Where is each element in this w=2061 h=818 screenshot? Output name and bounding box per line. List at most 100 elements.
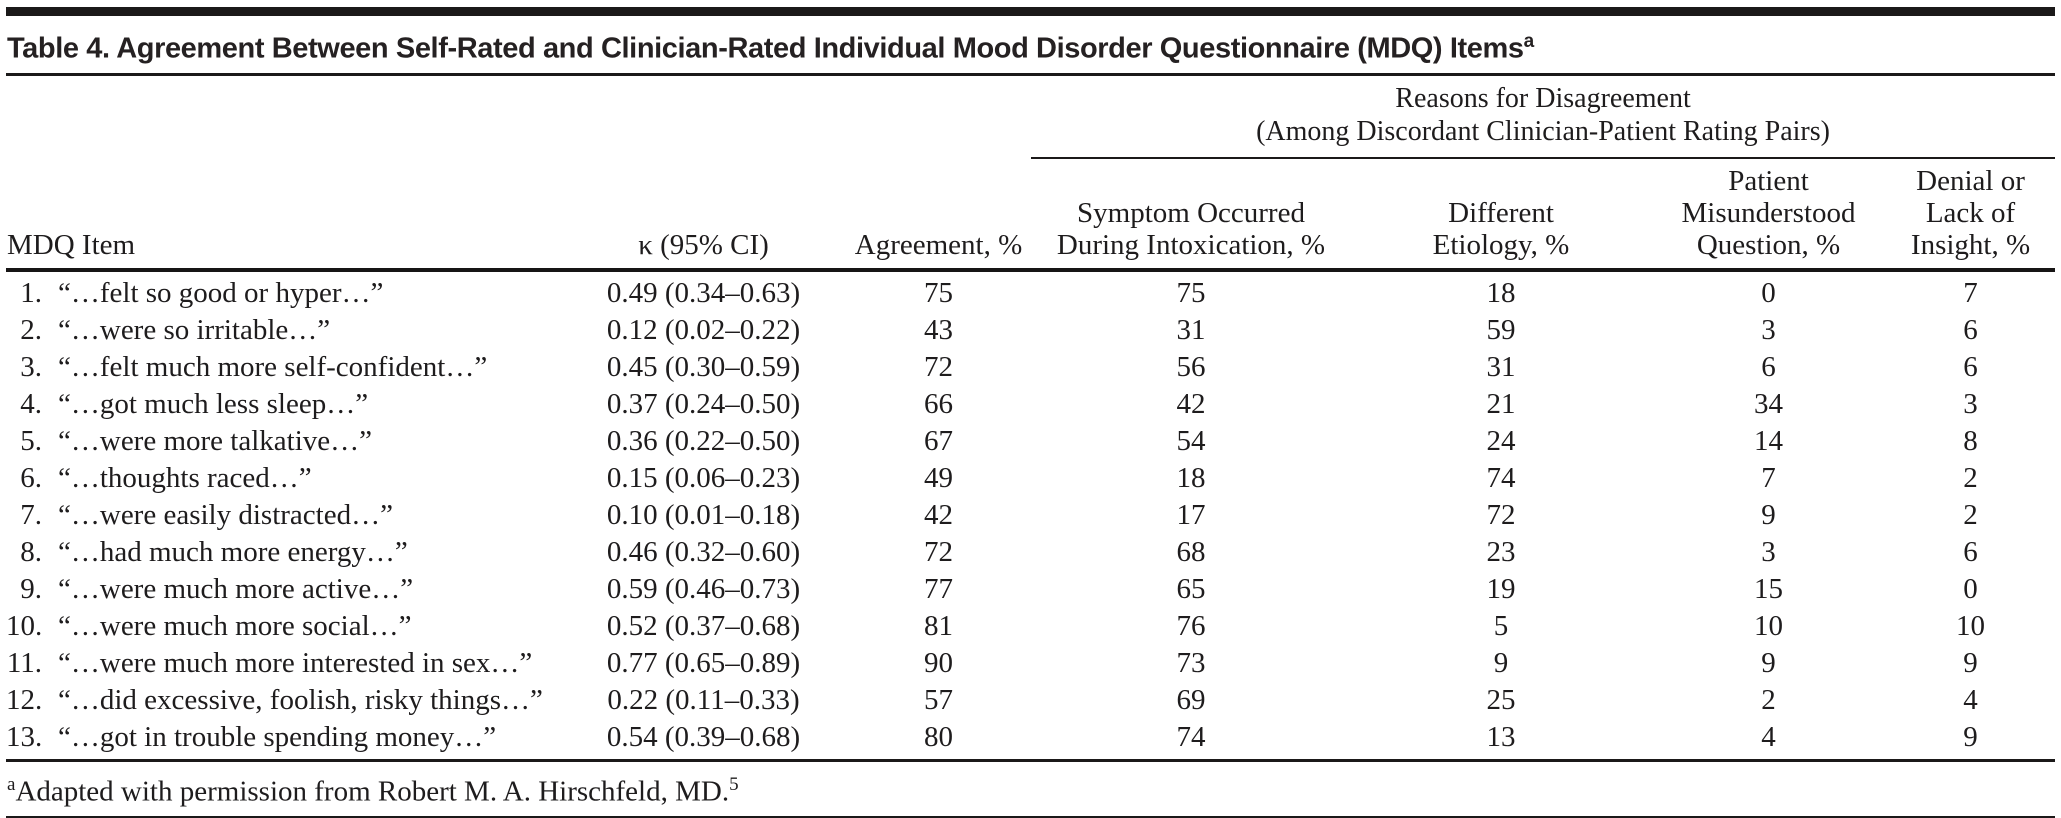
item-text: “…were much more interested in sex…” (58, 646, 533, 679)
intoxication-cell: 75 (1176, 276, 1206, 309)
misunderstood-cell: 14 (1754, 424, 1783, 457)
mdq-item-cell: 8. “…had much more energy…” (6, 534, 561, 571)
etiology-cell: 74 (1486, 461, 1516, 494)
agreement-cell: 43 (924, 313, 953, 346)
item-number: 4. (20, 387, 42, 420)
intoxication-cell: 54 (1176, 424, 1206, 457)
intoxication-cell: 69 (1176, 683, 1206, 716)
misunderstood-cell: 2 (1761, 683, 1776, 716)
table-row: 10. “…were much more social…” 0.52 (0.37–… (6, 608, 2055, 645)
mdq-item-cell: 5. “…were more talkative…” (6, 423, 561, 460)
item-text: “…were much more active…” (58, 572, 414, 605)
item-number: 7. (20, 498, 42, 531)
table-header: Reasons for Disagreement (Among Discorda… (6, 75, 2056, 272)
table-row: 4. “…got much less sleep…” 0.37 (0.24–0.5… (6, 386, 2055, 423)
agreement-cell: 66 (924, 387, 953, 420)
table-row: 5. “…were more talkative…” 0.36 (0.22–0.5… (6, 423, 2055, 460)
kappa-cell: 0.52 (0.37–0.68) (606, 609, 801, 642)
denial-cell: 6 (1963, 350, 1978, 383)
denial-cell: 2 (1963, 498, 1978, 531)
item-text: “…felt so good or hyper…” (58, 276, 384, 309)
misunderstood-cell: 9 (1761, 498, 1776, 531)
mdq-item-cell: 3. “…felt much more self-confident…” (6, 349, 561, 386)
group-header-reasons: Reasons for Disagreement (Among Discorda… (1031, 75, 2056, 159)
header-spacer (6, 76, 1031, 158)
etiology-cell: 5 (1493, 609, 1509, 642)
footnote-marker: a (7, 773, 16, 795)
item-text: “…got much less sleep…” (58, 387, 369, 420)
misunderstood-cell: 4 (1651, 718, 1886, 762)
etiology-cell: 23 (1486, 535, 1516, 568)
agreement-cell: 42 (924, 498, 953, 531)
table-row: 13. “…got in trouble spending money…” 0.5… (6, 718, 2056, 762)
etiology-cell: 18 (1486, 276, 1516, 309)
kappa-cell: 0.22 (0.11–0.33) (607, 683, 800, 716)
mdq-item-cell: 6. “…thoughts raced…” (6, 460, 561, 497)
kappa-cell: 0.10 (0.01–0.18) (606, 498, 801, 531)
group-header-line2: (Among Discordant Clinician-Patient Rati… (1256, 115, 1830, 147)
etiology-cell: 31 (1486, 350, 1516, 383)
col-header-mdq-item: MDQ Item (6, 157, 561, 272)
misunderstood-cell: 7 (1761, 461, 1776, 494)
item-text: “…were easily distracted…” (58, 498, 393, 531)
mdq-item-cell: 12. “…did excessive, foolish, risky thing… (6, 682, 561, 719)
footnote-reference-number: 5 (729, 773, 739, 795)
agreement-cell: 49 (924, 461, 953, 494)
intoxication-cell: 68 (1176, 535, 1206, 568)
item-text: “…thoughts raced…” (58, 461, 312, 494)
item-text: “…were more talkative…” (58, 424, 373, 457)
item-text: “…got in trouble spending money…” (58, 720, 497, 753)
intoxication-cell: 42 (1176, 387, 1206, 420)
misunderstood-cell: 10 (1754, 609, 1783, 642)
etiology-cell: 25 (1486, 683, 1516, 716)
group-header-line1: Reasons for Disagreement (1395, 82, 1691, 114)
misunderstood-cell: 6 (1761, 350, 1776, 383)
denial-cell: 2 (1963, 461, 1978, 494)
etiology-cell: 13 (1351, 718, 1651, 762)
title-footnote-marker: a (1523, 31, 1535, 52)
mdq-item-cell: 4. “…got much less sleep…” (6, 386, 561, 423)
agreement-cell: 75 (924, 276, 953, 309)
mdq-item-cell: 7. “…were easily distracted…” (6, 497, 561, 534)
denial-cell: 7 (1963, 276, 1978, 309)
misunderstood-cell: 0 (1761, 276, 1776, 309)
agreement-table: Reasons for Disagreement (Among Discorda… (6, 75, 2056, 762)
agreement-cell: 72 (924, 350, 953, 383)
footnote-text: Adapted with permission from Robert M. A… (15, 775, 730, 808)
table-row: 9. “…were much more active…” 0.59 (0.46–0… (6, 571, 2055, 608)
denial-cell: 10 (1956, 609, 1986, 642)
item-text: “…felt much more self-confident…” (58, 350, 488, 383)
table-title-text: Table 4. Agreement Between Self-Rated an… (7, 32, 1524, 65)
mdq-item-cell: 13. “…got in trouble spending money…” (6, 718, 561, 762)
item-number: 12. (6, 683, 43, 716)
item-number: 11. (6, 646, 42, 679)
denial-cell: 8 (1963, 424, 1978, 457)
item-number: 8. (20, 535, 42, 568)
table-row: 8. “…had much more energy…” 0.46 (0.32–0.… (6, 534, 2055, 571)
denial-cell: 4 (1963, 683, 1978, 716)
agreement-cell: 90 (924, 646, 953, 679)
kappa-cell: 0.37 (0.24–0.50) (606, 387, 801, 420)
intoxication-cell: 18 (1176, 461, 1206, 494)
col-header-etiology: Different Etiology, % (1351, 157, 1651, 272)
etiology-cell: 72 (1486, 498, 1516, 531)
table-row: 12. “…did excessive, foolish, risky thing… (6, 682, 2055, 719)
kappa-cell: 0.45 (0.30–0.59) (606, 350, 801, 383)
denial-cell: 6 (1963, 313, 1978, 346)
kappa-cell: 0.12 (0.02–0.22) (606, 313, 801, 346)
table-row: 3. “…felt much more self-confident…” 0.45… (6, 349, 2055, 386)
kappa-cell: 0.77 (0.65–0.89) (606, 646, 801, 679)
kappa-cell: 0.54 (0.39–0.68) (561, 718, 846, 762)
mdq-item-cell: 2. “…were so irritable…” (6, 312, 561, 349)
denial-cell: 6 (1963, 535, 1978, 568)
mdq-item-cell: 9. “…were much more active…” (6, 571, 561, 608)
table-row: 6. “…thoughts raced…” 0.15 (0.06–0.23) 49… (6, 460, 2055, 497)
intoxication-cell: 74 (1031, 718, 1351, 762)
top-rule-bar (6, 7, 2055, 16)
table-title: Table 4. Agreement Between Self-Rated an… (7, 25, 2055, 66)
kappa-cell: 0.59 (0.46–0.73) (606, 572, 801, 605)
col-header-misunderstood: Patient Misunderstood Question, % (1651, 157, 1886, 272)
table-row: 2. “…were so irritable…” 0.12 (0.02–0.22)… (6, 312, 2055, 349)
misunderstood-cell: 34 (1754, 387, 1783, 420)
item-number: 2. (20, 313, 42, 346)
